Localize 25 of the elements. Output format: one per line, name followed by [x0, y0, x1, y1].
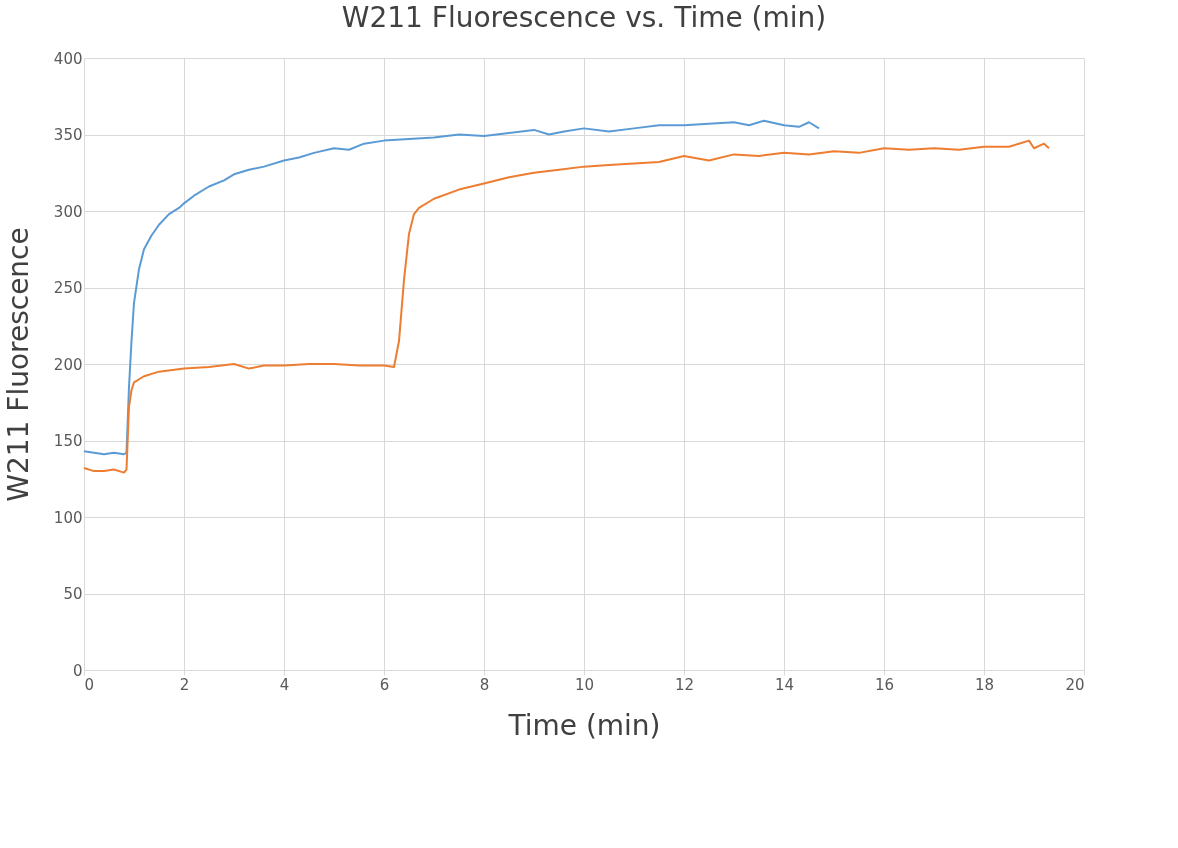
x-tick-label: 2: [179, 675, 190, 694]
x-tick-label: 16: [874, 675, 895, 694]
chart-title: W211 Fluorescence vs. Time (min): [341, 1, 827, 34]
x-tick-label: 20: [1065, 675, 1085, 694]
y-tick-label: 150: [53, 432, 83, 450]
y-tick-label: 250: [53, 279, 83, 297]
y-tick-label: 200: [53, 355, 83, 374]
y-tick-label: 0: [72, 661, 83, 680]
y-tick-label: 300: [53, 202, 83, 221]
line-series: [83, 139, 1050, 474]
x-tick-label: 12: [674, 675, 695, 694]
x-tick-label: 4: [279, 675, 290, 694]
line-series: [83, 119, 820, 456]
x-tick-label: 6: [379, 675, 390, 694]
y-tick-label: 100: [53, 508, 83, 527]
x-tick-label: 10: [574, 675, 595, 694]
y-tick-label: 400: [53, 49, 83, 68]
y-tick-label: 50: [63, 585, 83, 603]
y-axis-title: W211 Fluorescence: [1, 227, 35, 502]
x-tick-label: 14: [774, 675, 795, 694]
x-axis-title: Time (min): [507, 708, 661, 742]
x-tick-label: 18: [974, 675, 995, 694]
y-tick-label: 350: [53, 126, 83, 144]
x-tick-label: 0: [84, 675, 95, 694]
x-tick-label: 8: [479, 675, 490, 694]
